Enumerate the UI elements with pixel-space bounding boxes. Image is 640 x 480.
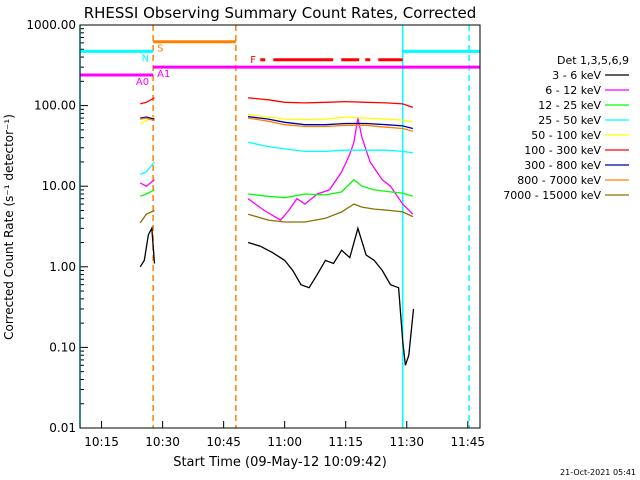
legend-label-8: 7000 - 15000 keV [503,189,601,202]
flag-label-0: S [157,44,163,55]
plot-frame [79,24,481,429]
legend-label-7: 800 - 7000 keV [517,174,601,187]
legend-label-0: 3 - 6 keV [552,69,601,82]
legend-label-2: 12 - 25 keV [538,99,601,112]
series-line-3-0 [139,161,156,176]
legend: 3 - 6 keV 6 - 12 keV 12 - 25 keV 25 - 50 ke… [503,69,629,202]
series-line-8-0 [139,209,155,224]
y-tick-label-5: 1000.00 [26,18,76,32]
x-tick-label-6: 11:45 [450,435,485,449]
series-line-0-0 [139,226,156,268]
series-line-2-0 [139,189,155,197]
y-tick-label-1: 0.10 [49,340,76,354]
series-line-1-1 [247,117,414,221]
series-line-0-1 [247,225,415,366]
legend-label-3: 25 - 50 keV [538,114,601,127]
plot-area: 10:15 10:30 10:45 11:00 11:15 11:30 11:45 0.01 0… [26,18,485,449]
chart-title: RHESSI Observing Summary Count Rates, Co… [84,4,477,22]
x-axis-label: Start Time (09-May-12 10:09:42) [173,455,387,470]
flag-label-5: F [250,55,256,66]
legend-label-4: 50 - 100 keV [531,129,601,142]
y-axis-label: Corrected Count Rate (s⁻¹ detector⁻¹) [2,114,16,340]
legend-title: Det 1,3,5,6,9 [557,54,629,67]
flag-label-3: A0 [136,77,149,88]
series-line-8-1 [247,203,414,223]
date-stamp: 21-Oct-2021 05:41 [560,468,636,477]
series-line-3-1 [247,141,413,154]
series-line-5-1 [248,97,414,109]
y-tick-label-4: 100.00 [34,99,76,113]
legend-label-6: 300 - 800 keV [524,159,601,172]
x-tick-label-3: 11:00 [267,435,302,449]
legend-label-1: 6 - 12 keV [545,84,601,97]
x-tick-label-1: 10:30 [145,435,180,449]
series-line-4-1 [248,113,414,123]
legend-label-5: 100 - 300 keV [524,144,601,157]
x-tick-label-2: 10:45 [206,435,241,449]
series-line-7-0 [140,117,155,122]
series-line-1-0 [139,179,155,187]
series-line-6-1 [248,115,414,130]
y-tick-label-2: 1.00 [49,260,76,274]
series-line-7-1 [248,117,414,132]
series-line-2-1 [248,178,414,199]
y-tick-label-3: 10.00 [42,179,76,193]
flag-label-1: N [142,53,149,64]
flag-label-4: A1 [157,69,170,80]
y-tick-label-0: 0.01 [49,421,76,435]
x-tick-label-0: 10:15 [84,435,119,449]
series-line-6-0 [140,116,155,120]
series-line-5-0 [140,97,155,105]
x-tick-label-4: 11:15 [328,435,363,449]
x-tick-label-5: 11:30 [389,435,424,449]
